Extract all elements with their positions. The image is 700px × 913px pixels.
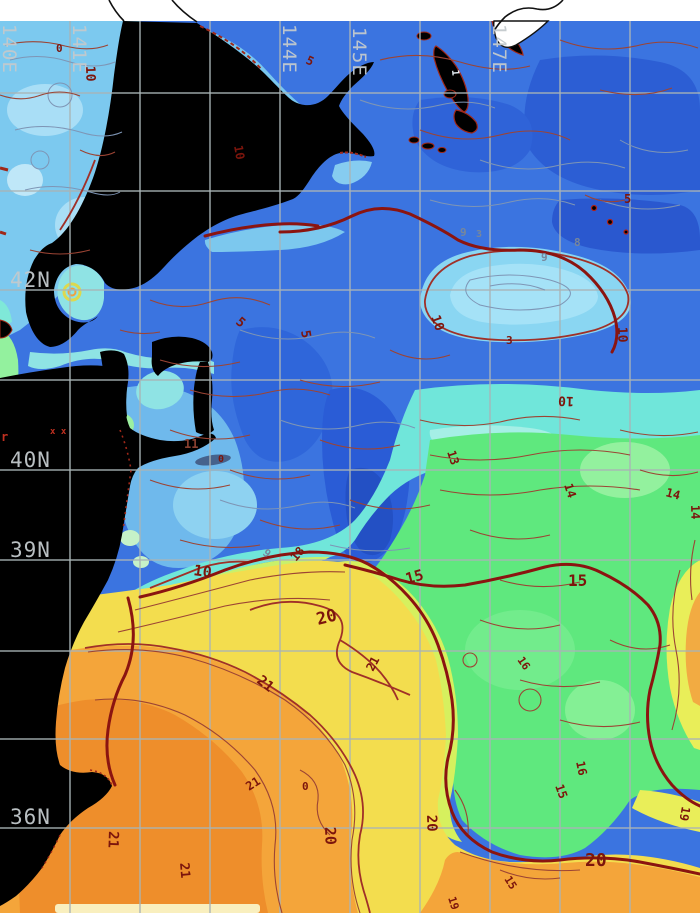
longitude-label: 145E <box>348 27 370 77</box>
pale-pool-core <box>450 263 598 325</box>
sakhalin-coastline <box>171 0 198 23</box>
right-edge-yellow-arc <box>666 560 700 750</box>
contour-label: 14 <box>561 482 579 500</box>
top-white-band <box>0 0 700 21</box>
contour-label: 15 <box>403 566 425 588</box>
dark-streak <box>195 454 231 466</box>
contours-thin-cool <box>9 56 689 552</box>
contour-label: 9 <box>541 251 548 264</box>
warm-eddy-ring <box>62 282 82 302</box>
contour-label: 10 <box>82 66 98 82</box>
grid-lines <box>0 21 700 913</box>
contour-label: 14 <box>688 505 700 520</box>
bottom-right-yellow <box>632 790 700 832</box>
kamchatka-white-wedge <box>493 20 550 48</box>
contour-label: r <box>1 430 8 444</box>
contour-label: 20 <box>423 815 440 832</box>
contour-label: 15 <box>501 874 519 892</box>
latitude-label: 40N <box>10 448 51 472</box>
contour-label: 13 <box>444 449 462 467</box>
coastal-lightblue <box>332 160 372 185</box>
contour-label: 0 <box>56 42 63 55</box>
latitude-label: 36N <box>10 805 51 829</box>
latitude-label: 42N <box>10 268 51 292</box>
contour-label: 10 <box>231 144 247 161</box>
contour-label: 0 <box>302 780 309 793</box>
land-masses <box>0 20 629 906</box>
latitude-label: 39N <box>10 538 51 562</box>
green-fleck <box>120 530 140 546</box>
front-20deg <box>138 550 700 876</box>
contour-label: 15 <box>568 571 587 590</box>
contour-label: 0 <box>218 454 224 465</box>
water-dark-patch <box>412 96 533 173</box>
north-coastline <box>493 0 564 32</box>
contour-label: 20 <box>585 850 607 871</box>
contour-label: 20 <box>314 605 339 629</box>
contours-thin-warm <box>0 39 699 913</box>
land-shimokita <box>151 336 214 435</box>
contour-label: 11 <box>184 437 198 451</box>
front-5deg <box>278 207 619 354</box>
latitude-labels: 42N 40N 39N 36N <box>10 268 51 829</box>
water-pale-patch <box>7 84 83 136</box>
contour-label: 10 <box>192 561 212 581</box>
bottom-pale-strip <box>55 904 260 913</box>
contour-label: 21 <box>176 862 192 879</box>
sakhalin-coastline <box>108 0 125 22</box>
land-peninsulas <box>100 336 214 435</box>
contour-label: 8 <box>574 236 581 249</box>
land-shikotan <box>453 109 478 134</box>
coast-fringes <box>0 25 367 869</box>
contour-label: 21 <box>243 774 263 794</box>
land-hokkaido <box>25 21 375 347</box>
contour-label: 3 <box>476 229 482 240</box>
contour-label: 21 <box>363 654 382 673</box>
map-top-margin <box>0 0 700 48</box>
longitude-label: 140E <box>0 24 20 74</box>
contour-label: 15 <box>552 782 570 800</box>
water-dark-patch <box>524 55 700 195</box>
contour-label: 9 <box>460 226 467 239</box>
front-15deg <box>343 562 700 808</box>
front-coastal <box>203 222 320 238</box>
water-dark-patch <box>231 327 333 462</box>
contour-label: 1 <box>449 69 460 76</box>
contour-label: 21 <box>104 831 121 848</box>
water-dark-patch <box>552 198 700 254</box>
contour-label: 3 <box>506 334 513 347</box>
right-edge-orange-arc <box>685 592 700 706</box>
contours-medium <box>59 159 630 913</box>
contour-label: 19 <box>445 895 461 912</box>
longitude-label: 141E <box>68 24 90 74</box>
small-islets-east <box>590 204 629 235</box>
contour-label: 10 <box>614 327 630 343</box>
green-light-patch <box>465 610 575 690</box>
green-fleck <box>133 556 149 568</box>
contour-label: 16 <box>573 760 590 777</box>
contours-fronts <box>105 207 700 876</box>
contour-label: 19 <box>677 805 693 822</box>
land-okushiri <box>0 319 13 339</box>
land-honshu <box>0 365 216 906</box>
contour-label: 5 <box>624 192 631 206</box>
contour-label: 20 <box>321 827 340 846</box>
front-coastal-south <box>105 596 135 787</box>
contour-label: 10 <box>427 313 447 333</box>
contour-label: x x <box>50 427 67 437</box>
longitude-label: 147E <box>488 24 510 74</box>
warm-eddy-core <box>67 287 77 297</box>
contour-label: 5 <box>297 329 313 339</box>
green-light-patch <box>565 680 635 740</box>
contour-label: 10 <box>558 392 574 408</box>
contour-label: 14 <box>664 485 682 502</box>
longitude-labels: 140E 141E 144E 145E 147E <box>0 24 510 77</box>
water-pale-patch <box>173 471 257 539</box>
longitude-label: 144E <box>278 24 300 74</box>
land-tsugaru-peninsula <box>100 350 129 423</box>
